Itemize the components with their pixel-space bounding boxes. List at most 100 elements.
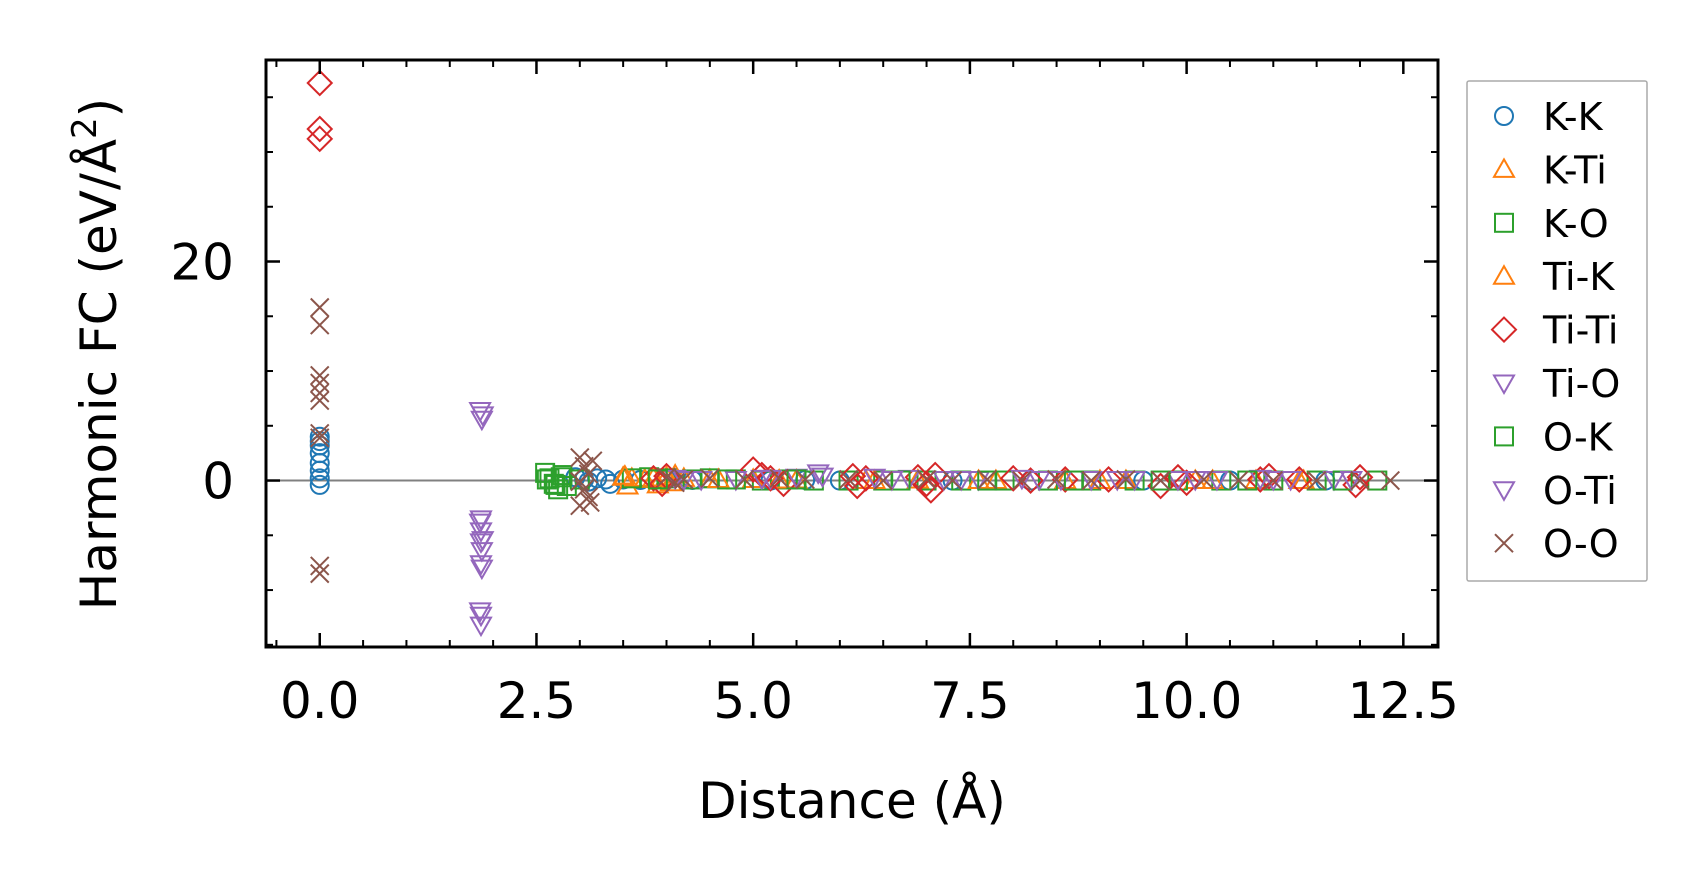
y-axis-label: Harmonic FC (eV/Å2)	[65, 98, 128, 610]
legend-marker-ti-o	[1492, 374, 1516, 396]
x-tick-label: 5.0	[713, 672, 793, 730]
point-ti-o	[468, 602, 492, 623]
point-ti-o	[1079, 470, 1103, 492]
point-o-o	[310, 390, 330, 411]
point-o-k	[977, 470, 998, 491]
point-o-o	[310, 383, 330, 403]
point-ti-o	[470, 542, 494, 563]
point-o-o	[1116, 469, 1136, 490]
point-o-ti	[470, 559, 494, 581]
point-ti-ti	[1017, 467, 1044, 494]
point-ti-ti	[1095, 466, 1123, 493]
point-ti-k	[1287, 468, 1312, 490]
point-o-o	[583, 451, 603, 471]
x-tick-label: 7.5	[930, 672, 1010, 730]
legend-marker-k-k	[1494, 106, 1514, 126]
y-axis-label-main: Harmonic FC (eV/Å	[70, 139, 128, 610]
point-o-o	[656, 467, 677, 487]
point-ti-o	[1278, 470, 1303, 492]
legend-label-ti-ti: Ti-Ti	[1542, 309, 1618, 353]
y-axis-label-close: )	[70, 98, 128, 118]
point-o-o	[1306, 470, 1327, 491]
legend-label-o-ti: O-Ti	[1543, 469, 1617, 513]
point-k-k	[309, 453, 330, 474]
legend-label-k-o: K-O	[1543, 202, 1609, 246]
point-o-o	[838, 469, 859, 490]
x-tick-label: 12.5	[1348, 672, 1459, 730]
point-o-o	[570, 496, 590, 516]
point-o-o	[916, 469, 937, 490]
point-o-o	[674, 469, 694, 490]
point-o-o	[1228, 470, 1249, 491]
point-o-ti	[1027, 470, 1051, 492]
point-ti-o	[1010, 469, 1034, 491]
legend-label-k-k: K-K	[1543, 95, 1604, 139]
point-o-o	[310, 373, 330, 393]
x-axis-label: Distance (Å)	[698, 772, 1006, 830]
point-o-o	[310, 556, 330, 576]
point-k-k	[309, 474, 330, 495]
point-ti-o	[862, 468, 887, 490]
legend-marker-k-o	[1494, 212, 1514, 233]
point-o-ti	[470, 406, 495, 427]
legend-label-o-o: O-O	[1543, 522, 1619, 566]
point-o-o	[1194, 469, 1214, 490]
point-ti-ti	[1342, 471, 1370, 499]
point-o-o	[977, 469, 997, 490]
point-o-o	[769, 468, 789, 489]
point-o-o	[1380, 470, 1401, 491]
point-k-k	[309, 426, 330, 447]
point-ti-ti	[843, 472, 871, 500]
point-ti-ti	[1285, 466, 1313, 493]
point-o-o	[700, 468, 720, 489]
point-o-o	[1263, 470, 1284, 491]
point-o-k	[647, 469, 668, 490]
point-o-o	[310, 365, 330, 386]
point-ti-ti	[1051, 466, 1079, 493]
point-k-k	[309, 460, 330, 481]
point-o-o	[1046, 469, 1067, 490]
plot-frame	[264, 58, 1440, 649]
point-ti-o	[469, 555, 493, 576]
point-o-ti	[470, 531, 495, 552]
point-ti-o	[1166, 470, 1190, 492]
tick-labels: 0.0 2.5 5.0 7.5 10.0 12.5 0 20	[170, 234, 1459, 730]
x-tick-label: 10.0	[1131, 672, 1242, 730]
point-ti-o	[469, 616, 493, 638]
point-ti-ti	[306, 115, 334, 143]
point-ti-o	[470, 410, 494, 432]
point-ti-ti	[640, 464, 667, 492]
point-o-ti	[469, 606, 493, 628]
x-tick-label: 2.5	[497, 672, 577, 730]
point-o-k	[1063, 470, 1084, 491]
legend: K-K K-Ti K-O Ti-K Ti-Ti Ti-O O-K O-Ti O-O	[1466, 80, 1648, 582]
point-o-o	[1012, 470, 1032, 491]
point-ti-ti	[1173, 469, 1201, 497]
legend-label-ti-o: Ti-O	[1542, 362, 1620, 406]
point-o-o	[310, 428, 330, 448]
plot-area	[266, 60, 1438, 647]
point-ti-ti	[913, 470, 940, 498]
point-o-k	[717, 469, 738, 490]
point-ti-ti	[999, 464, 1027, 492]
y-tick-label: 0	[202, 453, 234, 511]
point-o-o	[310, 423, 330, 444]
point-o-o	[1350, 470, 1370, 491]
point-ti-o	[806, 464, 830, 485]
point-o-o	[795, 469, 815, 490]
point-ti-k	[767, 467, 791, 489]
y-tick-label: 20	[170, 234, 234, 292]
point-o-ti	[468, 513, 492, 535]
legend-marker-o-ti	[1492, 481, 1516, 502]
point-o-ti	[672, 470, 696, 492]
point-o-o	[580, 492, 600, 513]
point-o-o	[942, 470, 963, 491]
legend-marker-ti-ti	[1490, 316, 1518, 344]
point-o-o	[1081, 470, 1101, 491]
point-ti-ti	[739, 456, 767, 484]
legend-marker-ti-k	[1492, 264, 1516, 285]
legend-marker-o-o	[1494, 533, 1514, 553]
legend-label-ti-k: Ti-K	[1542, 255, 1615, 299]
data-markers	[306, 69, 1401, 638]
